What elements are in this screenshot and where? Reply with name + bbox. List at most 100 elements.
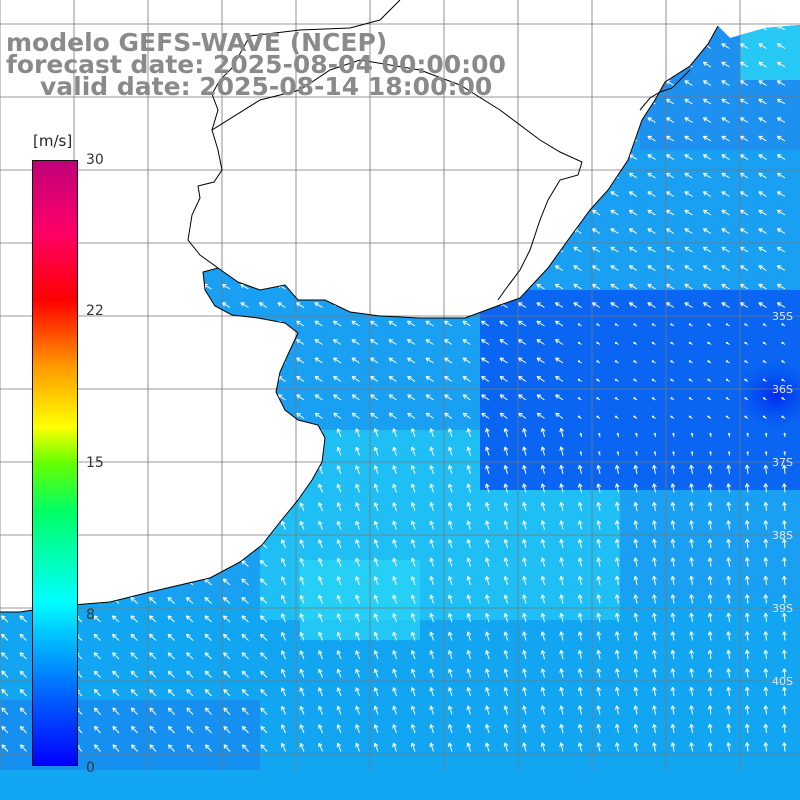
wind-arrow: [355, 557, 360, 567]
wind-arrow: [336, 539, 342, 549]
wind-arrow: [522, 483, 527, 493]
wind-arrow: [665, 228, 675, 234]
wind-arrow: [559, 575, 564, 586]
wind-arrow: [299, 594, 305, 604]
wind-arrow: [559, 427, 564, 438]
wind-arrow: [447, 502, 453, 512]
wind-arrow: [739, 135, 749, 142]
wind-arrow: [281, 724, 286, 734]
wind-arrow: [336, 687, 342, 697]
wind-arrow: [447, 483, 453, 493]
wind-arrow: [373, 520, 379, 530]
wind-arrow: [689, 723, 694, 734]
wind-arrow: [707, 341, 712, 345]
wind-arrow: [299, 668, 305, 678]
wind-arrow: [466, 742, 472, 752]
wind-arrow: [628, 246, 638, 253]
wind-arrow: [260, 670, 268, 678]
wind-arrow: [689, 594, 694, 604]
wind-arrow: [554, 283, 564, 290]
wind-arrow: [351, 394, 360, 401]
wind-arrow: [633, 723, 639, 734]
wind-arrow: [782, 520, 787, 530]
wind-arrow: [333, 412, 342, 419]
wind-arrow: [540, 686, 546, 697]
wind-arrow: [653, 451, 657, 456]
wind-arrow: [782, 668, 787, 678]
wind-arrow: [93, 652, 101, 660]
wind-arrow: [204, 596, 212, 604]
wind-arrow: [665, 265, 675, 271]
wind-arrow: [299, 650, 305, 660]
wind-arrow: [93, 670, 101, 678]
wind-arrow: [596, 378, 601, 382]
wind-arrow: [223, 707, 231, 715]
wind-arrow: [314, 302, 323, 308]
wind-arrow: [559, 538, 564, 549]
wind-arrow: [355, 465, 360, 475]
wind-arrow: [522, 557, 527, 567]
wind-arrow: [652, 742, 657, 752]
wind-arrow: [388, 412, 397, 419]
wind-arrow: [689, 501, 694, 512]
wind-arrow: [782, 723, 787, 734]
wind-arrow: [167, 670, 175, 678]
wind-arrow: [739, 246, 749, 253]
wind-arrow: [369, 320, 379, 327]
wind-arrow: [758, 135, 767, 142]
wind-arrow: [782, 631, 787, 641]
wind-arrow: [392, 539, 397, 549]
wind-arrow: [260, 689, 268, 697]
wind-arrow: [684, 117, 693, 123]
forecast-date: forecast date: 2025-08-04 00:00:00: [6, 50, 506, 79]
wind-arrow: [333, 357, 342, 364]
wind-arrow: [373, 650, 379, 660]
wind-arrow: [721, 61, 730, 68]
wind-arrow: [522, 427, 527, 438]
wind-arrow: [670, 631, 676, 641]
wind-arrow: [559, 612, 564, 623]
wind-arrow: [555, 375, 564, 382]
wind-arrow: [355, 446, 360, 456]
wind-arrow: [577, 705, 583, 715]
wind-arrow: [776, 209, 786, 216]
wind-arrow: [149, 689, 157, 697]
wind-arrow: [776, 246, 786, 253]
wind-arrow: [522, 668, 527, 678]
wind-arrow: [707, 594, 713, 604]
wind-arrow: [410, 742, 416, 752]
wind-arrow: [744, 360, 749, 364]
wind-arrow: [1, 707, 9, 715]
wind-arrow: [577, 415, 582, 419]
wind-arrow: [204, 670, 212, 678]
wind-arrow: [392, 724, 397, 734]
wind-arrow: [721, 135, 730, 142]
wind-arrow: [299, 705, 305, 715]
wind-arrow: [373, 687, 379, 697]
wind-arrow: [739, 98, 749, 105]
wind-arrow: [596, 742, 602, 752]
wind-arrow: [281, 742, 286, 752]
wind-arrow: [429, 650, 434, 660]
wind-arrow: [540, 464, 546, 475]
wind-arrow: [689, 538, 694, 549]
wind-arrow: [596, 360, 601, 364]
wind-arrow: [503, 483, 509, 493]
wind-arrow: [485, 742, 490, 752]
wind-arrow: [628, 209, 638, 216]
wind-arrow: [392, 613, 397, 623]
wind-arrow: [670, 612, 676, 623]
wind-arrow: [633, 575, 639, 586]
wind-arrow: [429, 613, 434, 623]
wind-arrow: [540, 705, 546, 715]
wind-arrow: [373, 465, 379, 475]
wind-arrow: [429, 687, 434, 697]
wind-arrow: [447, 668, 453, 678]
wind-arrow: [336, 428, 342, 438]
wind-arrow: [466, 428, 472, 438]
wind-arrow: [429, 742, 434, 752]
wind-arrow: [764, 451, 768, 456]
wind-arrow: [540, 557, 546, 567]
wind-arrow: [688, 341, 693, 345]
wind-arrow: [481, 357, 490, 364]
